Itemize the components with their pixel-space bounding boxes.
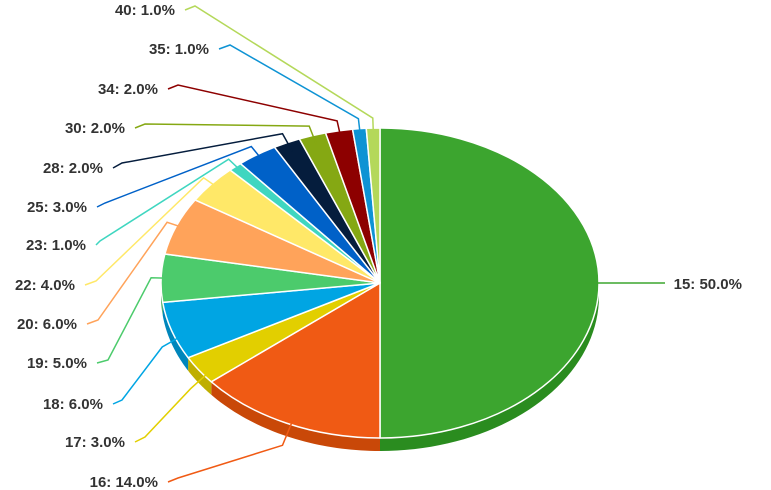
leader-line-25: [96, 145, 265, 208]
slice-label-40: 40: 1.0%: [115, 2, 175, 19]
slice-label-30: 30: 2.0%: [65, 120, 125, 137]
slice-label-18: 18: 6.0%: [43, 396, 103, 413]
pie-side-16: [211, 381, 380, 451]
leader-line-17: [134, 370, 211, 443]
slice-label-28: 28: 2.0%: [43, 160, 103, 177]
leader-line-16: [167, 421, 293, 483]
slice-label-16: 16: 14.0%: [90, 474, 158, 490]
slice-label-20: 20: 6.0%: [17, 316, 77, 333]
leader-line-35: [218, 44, 362, 138]
leader-lines: [84, 5, 665, 483]
leader-line-18: [112, 333, 185, 405]
leader-line-22: [84, 176, 222, 286]
slice-label-17: 17: 3.0%: [65, 434, 125, 451]
pie-side-17: [188, 357, 212, 395]
leader-line-23: [95, 158, 245, 246]
slice-labels: 15: 50.0% 16: 14.0% 17: 3.0% 18: 6.0% 19: 5.…: [15, 2, 742, 490]
slice-label-15: 15: 50.0%: [674, 276, 742, 293]
slice-label-22: 22: 4.0%: [15, 277, 75, 294]
slice-label-19: 19: 5.0%: [27, 355, 87, 372]
slice-label-23: 23: 1.0%: [26, 237, 86, 254]
pie-side-18: [162, 302, 189, 371]
slice-label-25: 25: 3.0%: [27, 199, 87, 216]
pie-slice-16: [210, 282, 381, 439]
leader-line-28: [112, 132, 293, 169]
leader-line-34: [167, 84, 343, 141]
pie-slice-15: [379, 127, 600, 439]
slice-label-35: 35: 1.0%: [149, 41, 209, 58]
leader-line-19: [96, 277, 175, 364]
pie-slices: [160, 127, 600, 439]
leader-line-30: [134, 123, 318, 145]
leader-line-40: [184, 5, 375, 138]
slice-label-34: 34: 2.0%: [98, 81, 158, 98]
leader-line-20: [86, 221, 189, 325]
